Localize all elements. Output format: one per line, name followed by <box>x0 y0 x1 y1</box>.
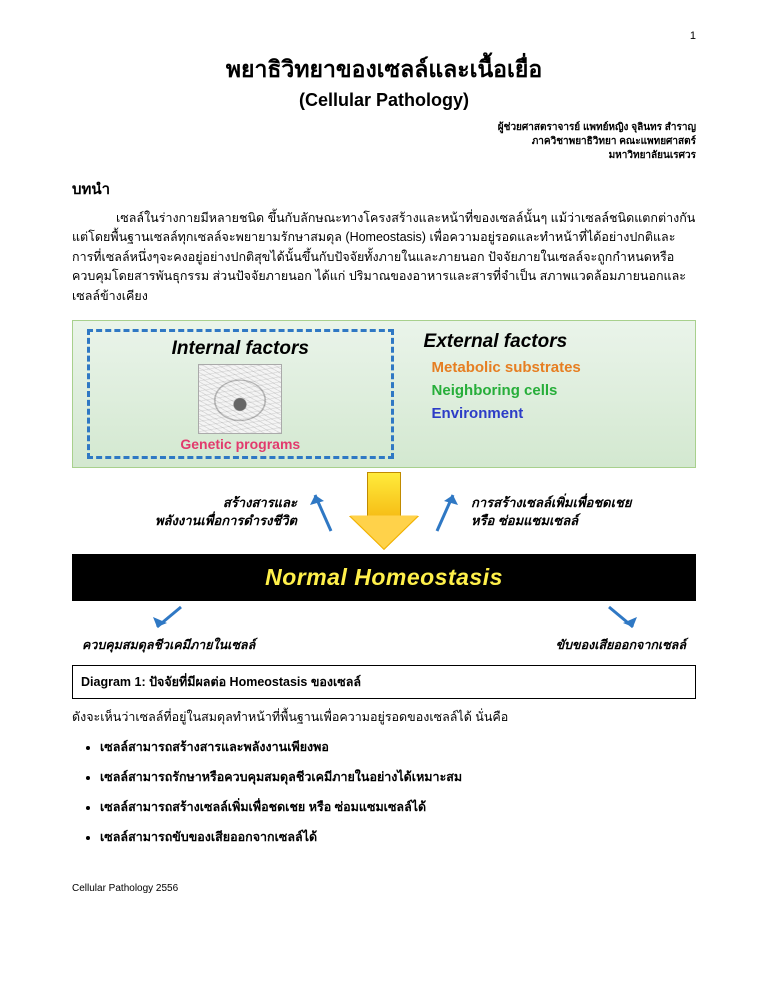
diagram-top-panel: Internal factors Genetic programs Extern… <box>72 320 696 468</box>
cell-illustration <box>198 364 282 434</box>
bullet-list: เซลล์สามารถสร้างสารและพลังงานเพียงพอ เซล… <box>100 737 696 847</box>
mid-left-label: สร้างสารและ พลังงานเพื่อการดำรงชีวิต <box>72 494 297 529</box>
list-item: เซลล์สามารถสร้างเซลล์เพิ่มเพื่อชดเชย หรื… <box>100 797 696 817</box>
big-arrow-down-icon <box>349 472 419 552</box>
genetic-programs-label: Genetic programs <box>98 436 383 452</box>
bottom-right-label: ขับของเสียออกจากเซลล์ <box>556 635 686 655</box>
after-diagram-text: ดังจะเห็นว่าเซลล์ที่อยู่ในสมดุลทำหน้าที่… <box>72 707 696 727</box>
list-item: เซลล์สามารถสร้างสารและพลังงานเพียงพอ <box>100 737 696 757</box>
list-item: เซลล์สามารถรักษาหรือควบคุมสมดุลชีวเคมีภา… <box>100 767 696 787</box>
bottom-left-cell: ควบคุมสมดุลชีวเคมีภายในเซลล์ <box>82 605 255 655</box>
document-page: 1 พยาธิวิทยาของเซลล์และเนื้อเยื่อ (Cellu… <box>0 0 768 994</box>
external-item-environment: Environment <box>432 405 681 422</box>
author-line: ภาควิชาพยาธิวิทยา คณะแพทยศาสตร์ <box>72 135 696 149</box>
small-arrow-up-right <box>431 487 459 537</box>
author-block: ผู้ช่วยศาสตราจารย์ แพทย์หญิง จุลินทร สำร… <box>72 121 696 163</box>
title-thai: พยาธิวิทยาของเซลล์และเนื้อเยื่อ <box>72 52 696 88</box>
external-factors-box: External factors Metabolic substrates Ne… <box>424 329 681 459</box>
diagram-homeostasis: Internal factors Genetic programs Extern… <box>72 320 696 699</box>
homeostasis-bar: Normal Homeostasis <box>72 554 696 601</box>
title-english: (Cellular Pathology) <box>72 90 696 111</box>
internal-factors-box: Internal factors Genetic programs <box>87 329 394 459</box>
author-line: ผู้ช่วยศาสตราจารย์ แพทย์หญิง จุลินทร สำร… <box>72 121 696 135</box>
bottom-left-label: ควบคุมสมดุลชีวเคมีภายในเซลล์ <box>82 635 255 655</box>
small-arrow-down-right <box>601 605 641 633</box>
mid-right-label: การสร้างเซลล์เพิ่มเพื่อชดเชย หรือ ซ่อมแซ… <box>471 494 696 529</box>
page-number: 1 <box>72 30 696 42</box>
intro-paragraph: เซลล์ในร่างกายมีหลายชนิด ขึ้นกับลักษณะทา… <box>72 209 696 306</box>
internal-factors-title: Internal factors <box>98 338 383 360</box>
small-arrow-down-left <box>149 605 189 633</box>
page-footer: Cellular Pathology 2556 <box>72 883 696 894</box>
diagram-middle-row: สร้างสารและ พลังงานเพื่อการดำรงชีวิต การ… <box>72 468 696 554</box>
diagram-caption: Diagram 1: ปัจจัยที่มีผลต่อ Homeostasis … <box>72 665 696 699</box>
external-factors-title: External factors <box>424 331 681 353</box>
section-heading-intro: บทนำ <box>72 177 696 201</box>
list-item: เซลล์สามารถขับของเสียออกจากเซลล์ได้ <box>100 827 696 847</box>
author-line: มหาวิทยาลัยนเรศวร <box>72 149 696 163</box>
external-item-neighboring: Neighboring cells <box>432 382 681 399</box>
diagram-bottom-row: ควบคุมสมดุลชีวเคมีภายในเซลล์ ขับของเสียอ… <box>72 601 696 665</box>
external-item-metabolic: Metabolic substrates <box>432 359 681 376</box>
small-arrow-up-left <box>309 487 337 537</box>
bottom-right-cell: ขับของเสียออกจากเซลล์ <box>556 605 686 655</box>
